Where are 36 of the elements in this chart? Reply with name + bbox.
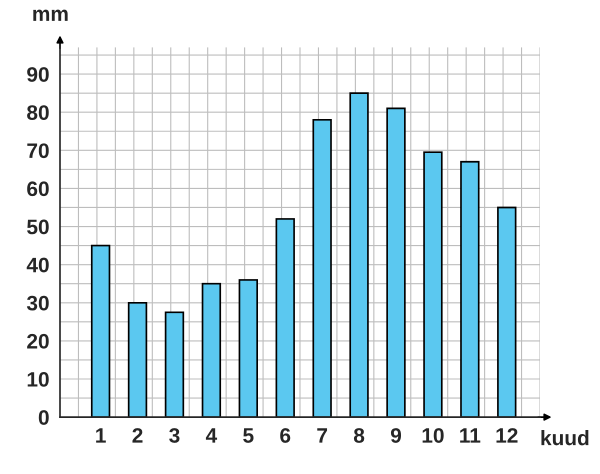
bar xyxy=(164,311,184,418)
x-tick-label: 1 xyxy=(96,428,106,443)
x-tick-label: 12 xyxy=(496,428,518,443)
x-tick-label: 7 xyxy=(317,428,328,443)
x-tick-label: 5 xyxy=(243,428,254,443)
y-tick-label: 20 xyxy=(27,334,49,349)
y-tick-label: 90 xyxy=(27,67,49,82)
y-tick-label: 0 xyxy=(38,410,49,425)
bar xyxy=(386,108,406,418)
bar xyxy=(276,218,295,418)
x-tick-label: 11 xyxy=(460,428,480,443)
x-tick-label: 2 xyxy=(132,428,142,443)
bar xyxy=(497,206,516,418)
x-tick-label: 9 xyxy=(390,428,402,443)
bar xyxy=(349,92,369,418)
bar xyxy=(202,282,222,418)
bar xyxy=(423,151,443,418)
bar xyxy=(128,302,148,418)
x-tick-label: 6 xyxy=(280,428,290,443)
y-tick-label: 80 xyxy=(27,105,49,120)
y-axis-title: mm xyxy=(33,10,68,21)
x-tick-label: 8 xyxy=(354,428,364,443)
x-tick-label: 3 xyxy=(169,428,180,443)
x-axis-title: kuud xyxy=(541,430,588,446)
bar xyxy=(90,244,110,418)
y-tick-label: 40 xyxy=(26,258,49,272)
bar xyxy=(312,118,332,418)
x-tick-label: 10 xyxy=(422,428,444,443)
bar xyxy=(238,279,258,418)
y-tick-label: 50 xyxy=(27,220,49,234)
x-tick-label: 4 xyxy=(206,428,218,443)
bar xyxy=(460,160,480,418)
y-tick-label: 70 xyxy=(27,143,49,158)
y-tick-label: 30 xyxy=(26,296,49,311)
y-tick-label: 60 xyxy=(27,181,49,196)
y-tick-label: 10 xyxy=(28,372,49,387)
